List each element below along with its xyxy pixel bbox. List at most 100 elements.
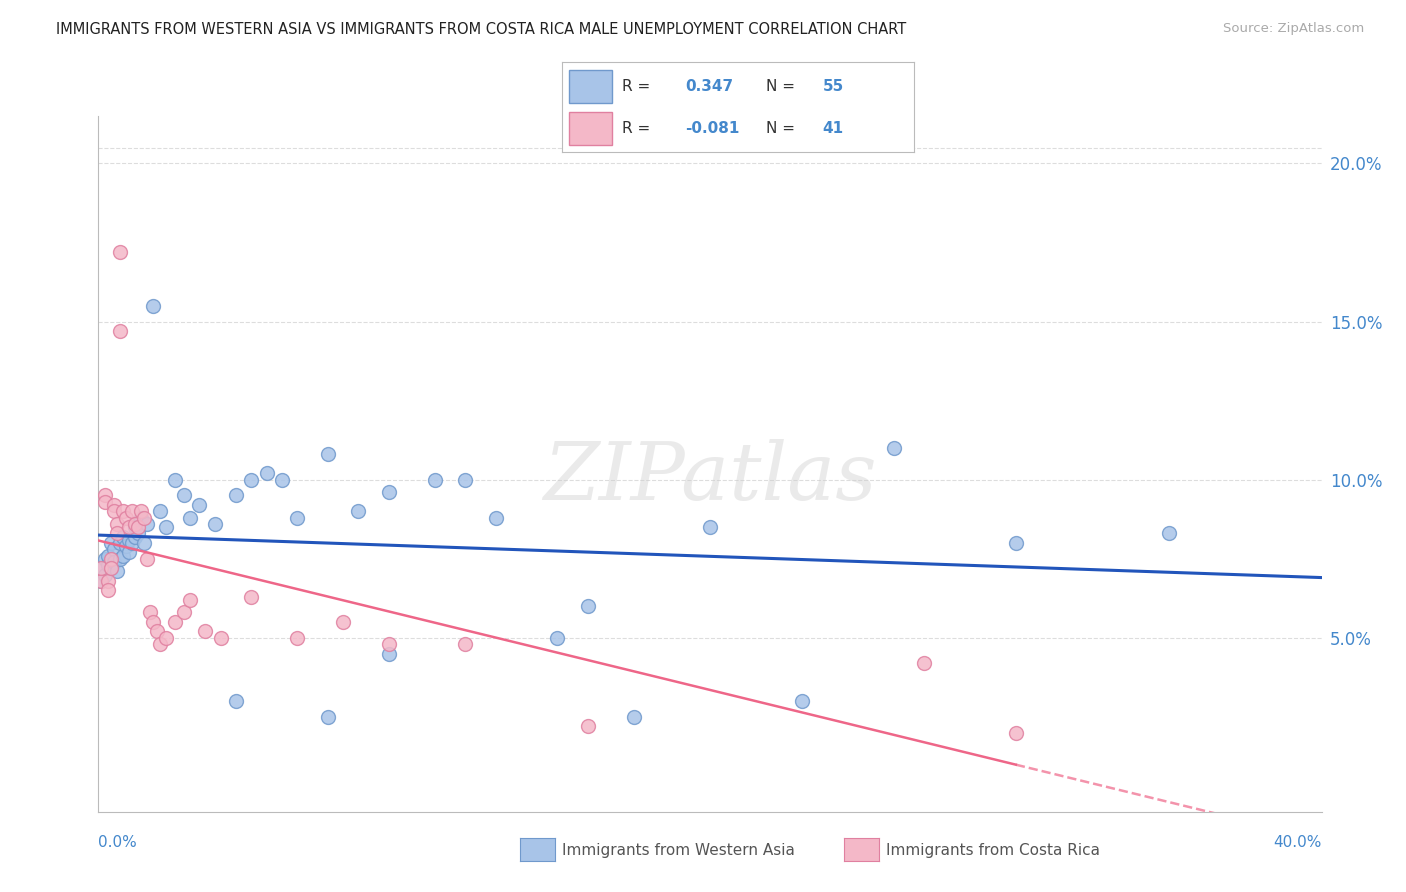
Point bbox=[103, 542, 125, 557]
Point bbox=[129, 504, 152, 518]
Point bbox=[124, 516, 146, 531]
Point bbox=[124, 530, 146, 544]
Point bbox=[127, 520, 149, 534]
Text: R =: R = bbox=[621, 121, 655, 136]
Point bbox=[105, 565, 128, 579]
Point bbox=[790, 694, 813, 708]
Point bbox=[90, 574, 112, 588]
Point bbox=[883, 441, 905, 455]
Point bbox=[139, 606, 162, 620]
Point bbox=[111, 530, 134, 544]
Point bbox=[378, 647, 401, 661]
Point bbox=[423, 473, 446, 487]
Point bbox=[97, 558, 120, 572]
Point bbox=[454, 637, 477, 651]
Point bbox=[118, 533, 141, 547]
Point bbox=[103, 555, 125, 569]
Point bbox=[134, 510, 156, 524]
Text: 55: 55 bbox=[823, 79, 844, 94]
Point bbox=[108, 324, 131, 338]
Point bbox=[100, 551, 122, 566]
Point bbox=[576, 719, 599, 733]
Point bbox=[111, 549, 134, 563]
Point bbox=[115, 510, 138, 524]
Text: Immigrants from Western Asia: Immigrants from Western Asia bbox=[562, 843, 796, 857]
Point bbox=[163, 615, 186, 629]
Point bbox=[136, 516, 159, 531]
Point bbox=[97, 574, 120, 588]
Text: IMMIGRANTS FROM WESTERN ASIA VS IMMIGRANTS FROM COSTA RICA MALE UNEMPLOYMENT COR: IMMIGRANTS FROM WESTERN ASIA VS IMMIGRAN… bbox=[56, 22, 907, 37]
Point bbox=[105, 526, 128, 541]
Text: N =: N = bbox=[766, 121, 800, 136]
Point bbox=[118, 545, 141, 559]
Point bbox=[155, 520, 177, 534]
Text: 40.0%: 40.0% bbox=[1274, 836, 1322, 850]
Point bbox=[699, 520, 721, 534]
Point bbox=[179, 510, 201, 524]
Point bbox=[576, 599, 599, 614]
Point bbox=[332, 615, 354, 629]
Point bbox=[108, 536, 131, 550]
Text: N =: N = bbox=[766, 79, 800, 94]
Point bbox=[155, 631, 177, 645]
Text: 0.0%: 0.0% bbox=[98, 836, 138, 850]
Point bbox=[204, 516, 226, 531]
Point bbox=[142, 615, 165, 629]
Point bbox=[149, 504, 172, 518]
Point bbox=[90, 574, 112, 588]
Point bbox=[105, 516, 128, 531]
Point bbox=[546, 631, 568, 645]
Point bbox=[90, 561, 112, 575]
FancyBboxPatch shape bbox=[569, 70, 612, 103]
Point bbox=[93, 551, 115, 566]
Point bbox=[142, 299, 165, 313]
Point bbox=[912, 656, 935, 670]
Point bbox=[378, 637, 401, 651]
Point bbox=[454, 473, 477, 487]
Point bbox=[347, 504, 370, 518]
Point bbox=[129, 510, 152, 524]
Point bbox=[316, 710, 339, 724]
Point bbox=[1157, 526, 1180, 541]
Point bbox=[108, 551, 131, 566]
Point bbox=[623, 710, 645, 724]
Point bbox=[188, 498, 211, 512]
Point bbox=[1004, 725, 1026, 739]
Point bbox=[93, 567, 115, 582]
Point bbox=[378, 485, 401, 500]
Point bbox=[285, 631, 308, 645]
Point bbox=[100, 561, 122, 575]
Point bbox=[97, 549, 120, 563]
Point bbox=[124, 520, 146, 534]
Point bbox=[285, 510, 308, 524]
Point bbox=[240, 590, 263, 604]
Point bbox=[111, 504, 134, 518]
Point bbox=[163, 473, 186, 487]
Point bbox=[103, 504, 125, 518]
Point bbox=[485, 510, 508, 524]
Point bbox=[149, 637, 172, 651]
Text: 0.347: 0.347 bbox=[686, 79, 734, 94]
Point bbox=[209, 631, 232, 645]
Point bbox=[256, 467, 278, 481]
Point bbox=[97, 583, 120, 598]
Point bbox=[108, 244, 131, 259]
Point bbox=[121, 504, 143, 518]
Point bbox=[118, 520, 141, 534]
Point bbox=[134, 536, 156, 550]
Point bbox=[194, 624, 217, 639]
Point bbox=[136, 551, 159, 566]
Point bbox=[127, 526, 149, 541]
Point bbox=[225, 488, 247, 502]
Point bbox=[225, 694, 247, 708]
Point bbox=[100, 536, 122, 550]
Text: -0.081: -0.081 bbox=[686, 121, 740, 136]
Text: Immigrants from Costa Rica: Immigrants from Costa Rica bbox=[886, 843, 1099, 857]
Point bbox=[173, 606, 195, 620]
FancyBboxPatch shape bbox=[569, 112, 612, 145]
Point bbox=[93, 488, 115, 502]
Text: ZIPatlas: ZIPatlas bbox=[543, 439, 877, 516]
Point bbox=[240, 473, 263, 487]
Text: Source: ZipAtlas.com: Source: ZipAtlas.com bbox=[1223, 22, 1364, 36]
Point bbox=[145, 624, 167, 639]
